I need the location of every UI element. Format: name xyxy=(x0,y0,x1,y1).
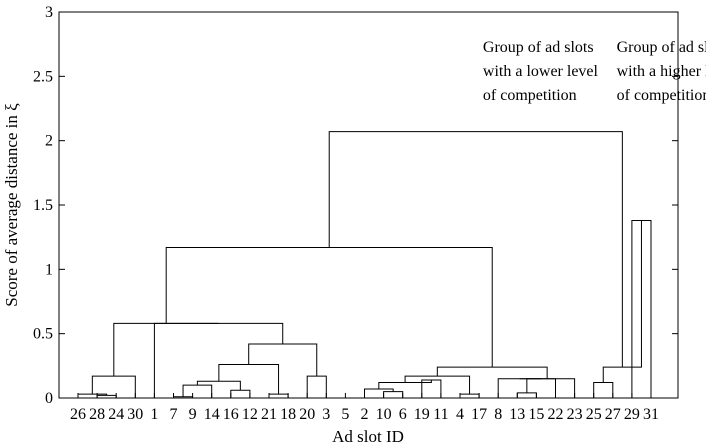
y-tick-label: 0 xyxy=(45,390,53,407)
leaf-label: 17 xyxy=(471,406,487,423)
dendrogram-link xyxy=(364,388,394,398)
y-tick-label: 3 xyxy=(45,4,53,21)
annotation-text: with a higher level xyxy=(617,63,706,80)
leaf-label: 10 xyxy=(376,406,392,423)
leaf-label: 12 xyxy=(242,406,258,423)
leaf-label: 9 xyxy=(189,406,197,423)
dendrogram-link xyxy=(459,393,480,398)
annotation-text: of competition xyxy=(483,87,577,104)
dendrogram-link xyxy=(516,392,537,398)
annotation-text: Group of ad slots xyxy=(617,39,706,56)
leaf-label: 13 xyxy=(509,406,525,423)
dendrogram-link xyxy=(497,378,542,398)
y-tick-label: 2 xyxy=(45,133,53,150)
leaf-label: 2 xyxy=(361,406,369,423)
dendrogram-link xyxy=(328,131,623,368)
dendrogram-link xyxy=(519,378,576,398)
leaf-label: 11 xyxy=(433,406,448,423)
leaf-label: 19 xyxy=(414,406,430,423)
dendrogram-link xyxy=(593,382,614,398)
annotation-text: of competition xyxy=(617,87,706,104)
leaf-label: 29 xyxy=(624,406,640,423)
leaf-label: 24 xyxy=(108,406,124,423)
y-axis-label: Score of average distance in ξ xyxy=(2,103,21,307)
leaf-label: 14 xyxy=(204,406,220,423)
leaf-label: 5 xyxy=(341,406,349,423)
dendrogram-link xyxy=(113,322,219,377)
dendrogram-link xyxy=(230,389,251,398)
annotation-text: Group of ad slots xyxy=(483,39,594,56)
leaf-label: 30 xyxy=(127,406,143,423)
leaf-label: 1 xyxy=(150,406,158,423)
dendrogram-link xyxy=(196,380,241,391)
leaf-label: 31 xyxy=(643,406,659,423)
leaf-label: 8 xyxy=(494,406,502,423)
dendrogram-link xyxy=(306,375,327,398)
dendrogram-link xyxy=(91,375,136,398)
annotation-text: with a lower level xyxy=(483,63,599,80)
y-axis-ticks: 0 0.5 1 1.5 2 2.5 3 xyxy=(33,4,678,407)
dendrogram-link xyxy=(526,378,556,398)
leaf-label: 15 xyxy=(528,406,544,423)
dendrogram-link xyxy=(218,364,280,395)
leaf-label: 21 xyxy=(261,406,277,423)
dendrogram-link xyxy=(268,393,289,398)
annotations: Group of ad slots with a lower level of co… xyxy=(483,39,706,104)
leaf-label: 27 xyxy=(605,406,621,423)
leaf-label: 23 xyxy=(567,406,583,423)
dendrogram-link xyxy=(248,343,318,377)
leaf-label: 18 xyxy=(280,406,296,423)
dendrogram-link xyxy=(436,366,548,379)
dendrogram-link xyxy=(77,393,108,398)
leaf-label: 4 xyxy=(456,406,464,423)
leaf-label: 20 xyxy=(299,406,315,423)
dendrogram-link xyxy=(182,384,213,398)
dendrogram-link xyxy=(153,322,284,398)
dendrogram-link xyxy=(165,246,493,368)
leaf-label: 25 xyxy=(586,406,602,423)
leaf-label: 26 xyxy=(70,406,86,423)
y-tick-label: 1.5 xyxy=(33,197,53,214)
dendrogram-links xyxy=(77,131,652,398)
leaf-label: 3 xyxy=(322,406,330,423)
x-axis-label: Ad slot ID xyxy=(332,427,404,445)
leaf-label: 7 xyxy=(170,406,178,423)
leaf-label: 22 xyxy=(548,406,564,423)
dendrogram-link xyxy=(383,391,404,398)
leaf-labels: 26 28 24 30 1 7 9 14 16 12 21 18 20 3 5 2 10 6 19 11 4 17 8 13 1… xyxy=(70,393,659,423)
y-tick-label: 2.5 xyxy=(33,68,53,85)
leaf-label: 16 xyxy=(223,406,239,423)
dendrogram-link xyxy=(404,375,471,395)
leaf-label: 28 xyxy=(89,406,105,423)
y-tick-label: 0.5 xyxy=(33,326,53,343)
leaf-label: 6 xyxy=(399,406,407,423)
y-tick-label: 1 xyxy=(45,261,53,278)
